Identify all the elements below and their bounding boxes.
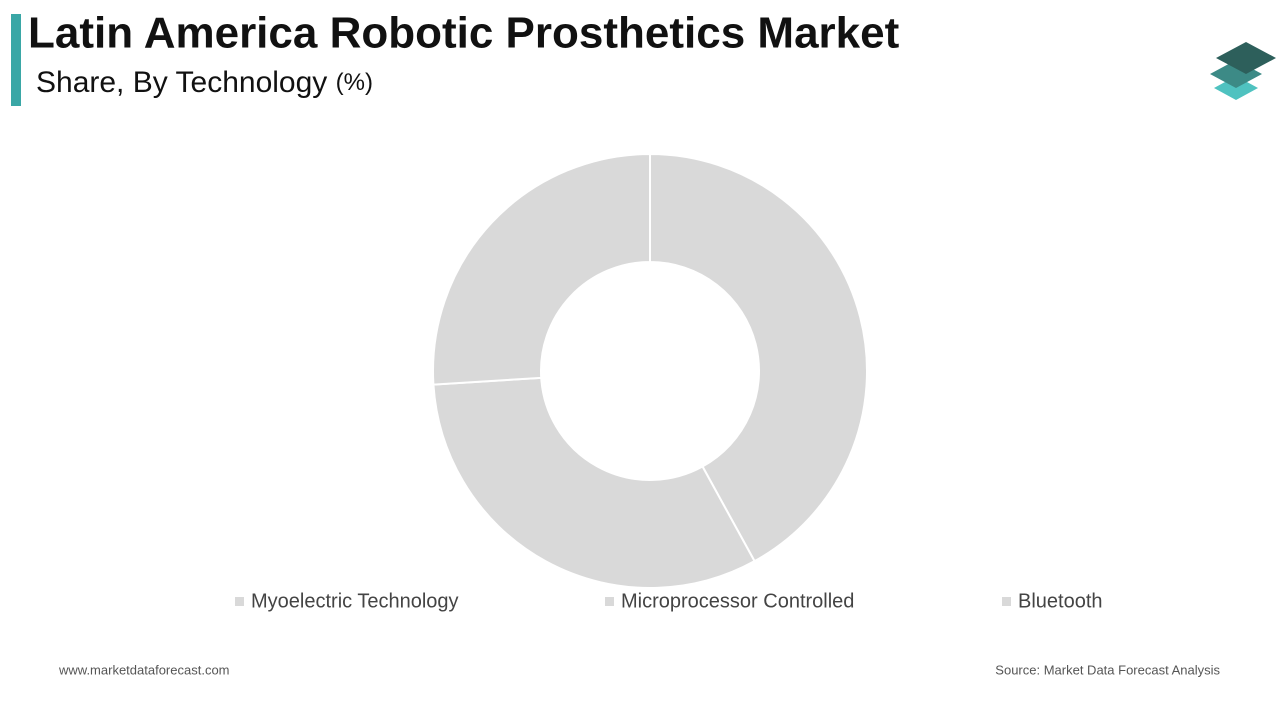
legend-label: Microprocessor Controlled bbox=[621, 590, 854, 612]
website: www.marketdataforecast.com bbox=[58, 662, 230, 677]
subtitle-text: Share, By Technology bbox=[36, 66, 327, 99]
legend-swatch bbox=[235, 597, 244, 606]
donut-segment bbox=[432, 376, 756, 590]
legend-label: Myoelectric Technology bbox=[251, 590, 459, 612]
donut-segment bbox=[432, 152, 651, 386]
chart-subtitle: Share, By Technology (%) bbox=[36, 66, 373, 99]
legend-swatch bbox=[1002, 597, 1011, 606]
legend-label: Bluetooth bbox=[1018, 590, 1103, 612]
source: Source: Market Data Forecast Analysis bbox=[995, 662, 1220, 677]
donut-segment bbox=[649, 152, 869, 563]
legend-swatch bbox=[605, 597, 614, 606]
chart-title: Latin America Robotic Prosthetics Market bbox=[28, 9, 900, 58]
logo bbox=[1210, 42, 1276, 100]
title-accent bbox=[11, 14, 21, 106]
unit-label: (%) bbox=[336, 69, 373, 96]
